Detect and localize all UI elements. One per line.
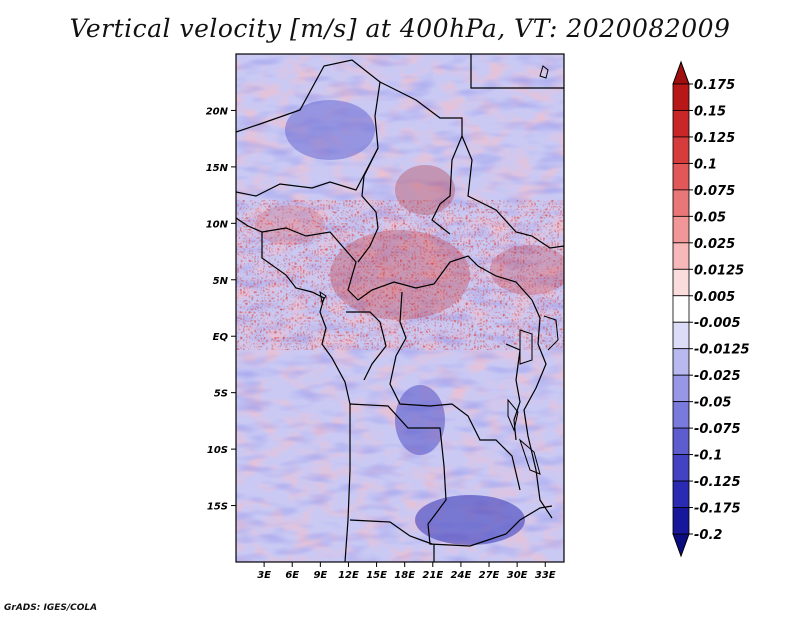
colorbar-swatch bbox=[672, 321, 690, 350]
latitude-axis: 20N 15N 10N 5N EQ 5S 10S 15S bbox=[206, 106, 236, 513]
colorbar-label: -0.025 bbox=[694, 369, 741, 384]
colorbar-label: -0.05 bbox=[694, 396, 731, 411]
colorbar-swatch bbox=[672, 401, 690, 429]
atlantic-coastline bbox=[236, 217, 351, 562]
plot-title: Vertical velocity [m/s] at 400hPa, VT: 2… bbox=[69, 14, 731, 43]
colorbar-label: 0.175 bbox=[694, 78, 735, 93]
lat-tick-label: 5N bbox=[213, 276, 229, 287]
colorbar-swatch bbox=[672, 242, 690, 270]
map-frame bbox=[235, 53, 565, 563]
colorbar-label: 0.05 bbox=[694, 210, 726, 225]
colorbar-label: -0.0125 bbox=[694, 343, 750, 358]
lon-tick-label: 6E bbox=[285, 570, 299, 581]
colorbar-label: -0.125 bbox=[694, 475, 741, 490]
colorbar-swatch bbox=[672, 348, 690, 376]
longitude-axis: 3E 6E 9E 12E 15E 18E 21E 24E 27E 30E 33E bbox=[257, 562, 556, 581]
coastlines-borders bbox=[236, 54, 564, 562]
colorbar-label: -0.175 bbox=[694, 502, 741, 517]
lat-tick-label: 20N bbox=[206, 106, 229, 117]
lon-tick-label: 21E bbox=[422, 570, 443, 581]
colorbar-swatch bbox=[672, 480, 690, 508]
colorbar-swatch bbox=[672, 110, 690, 138]
lon-tick-label: 24E bbox=[451, 570, 472, 581]
colorbar-label: 0.025 bbox=[694, 237, 735, 252]
colorbar-swatch bbox=[672, 189, 690, 217]
lat-tick-label: 5S bbox=[214, 389, 228, 400]
colorbar-label: -0.2 bbox=[694, 528, 722, 543]
colorbar-label: 0.1 bbox=[694, 157, 717, 172]
colorbar-label: 0.125 bbox=[694, 131, 735, 146]
colorbar-swatch bbox=[672, 454, 690, 482]
colorbar-swatch bbox=[672, 83, 690, 111]
colorbar-swatch bbox=[672, 427, 690, 455]
colorbar-swatch-top bbox=[672, 60, 690, 85]
lon-tick-label: 9E bbox=[313, 570, 327, 581]
lat-tick-label: EQ bbox=[213, 332, 229, 343]
colorbar-swatch bbox=[672, 215, 690, 244]
colorbar-label: 0.075 bbox=[694, 184, 735, 199]
lon-tick-label: 3E bbox=[257, 570, 271, 581]
convection-band bbox=[255, 165, 564, 320]
colorbar-swatch bbox=[672, 163, 690, 191]
colorbar-swatch bbox=[672, 374, 690, 403]
colorbar-label: 0.15 bbox=[694, 104, 726, 119]
colorbar-swatch-bottom bbox=[672, 533, 690, 558]
lat-tick-label: 10N bbox=[206, 219, 229, 230]
lat-tick-label: 15S bbox=[207, 502, 228, 513]
colorbar-label: -0.075 bbox=[694, 422, 741, 437]
colorbar-label: -0.005 bbox=[694, 316, 741, 331]
colorbar-swatch bbox=[672, 136, 690, 164]
colorbar-swatch bbox=[672, 507, 690, 535]
lon-tick-label: 15E bbox=[366, 570, 387, 581]
velocity-field bbox=[236, 54, 564, 562]
lon-tick-label: 30E bbox=[507, 570, 528, 581]
colorbar-swatch bbox=[672, 295, 690, 323]
descent-region bbox=[285, 100, 525, 545]
lon-tick-label: 18E bbox=[394, 570, 415, 581]
software-credit: GrADS: IGES/COLA bbox=[4, 603, 98, 613]
lon-tick-label: 33E bbox=[535, 570, 556, 581]
colorbar-swatch bbox=[672, 268, 690, 297]
colorbar-label: -0.1 bbox=[694, 449, 722, 464]
lon-tick-label: 27E bbox=[479, 570, 500, 581]
lon-tick-label: 12E bbox=[338, 570, 359, 581]
colorbar: 0.175 0.15 0.125 0.1 0.075 0.05 0.025 0.0125 0.0… bbox=[672, 60, 750, 558]
lat-tick-label: 10S bbox=[207, 445, 228, 456]
colorbar-label: 0.0125 bbox=[694, 263, 744, 278]
colorbar-label: 0.005 bbox=[694, 290, 735, 305]
lat-tick-label: 15N bbox=[206, 163, 229, 174]
